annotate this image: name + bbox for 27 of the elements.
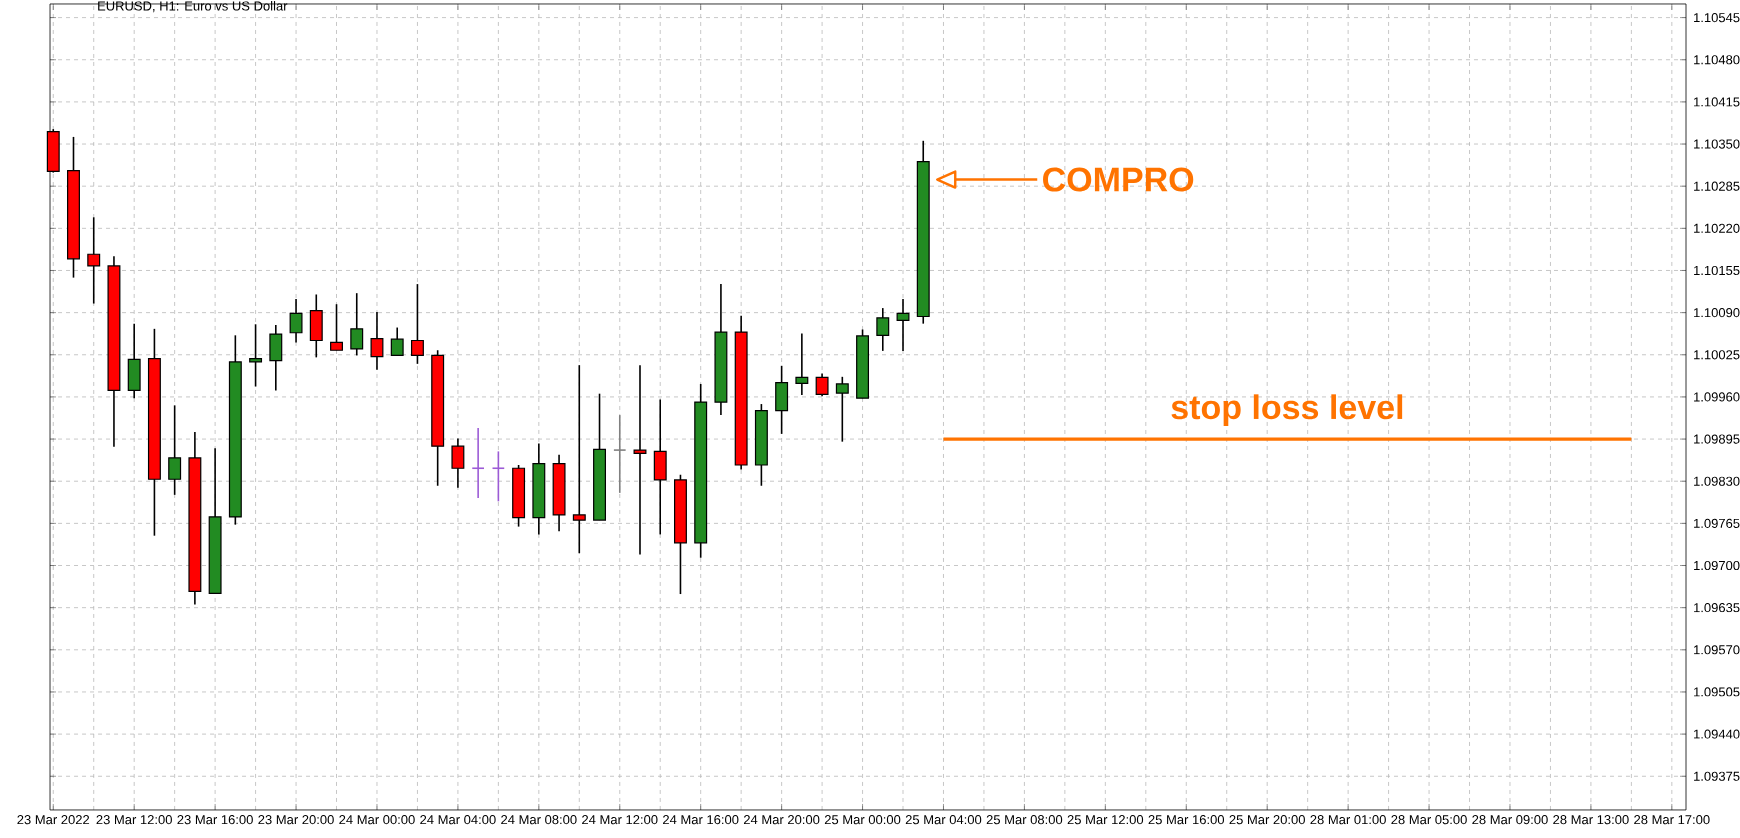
candlestick — [309, 293, 323, 359]
candlestick — [572, 364, 586, 554]
candlestick — [410, 283, 424, 365]
candlestick — [87, 216, 101, 305]
series-label: stop loss level — [1171, 394, 1403, 427]
candlestick — [390, 326, 404, 357]
candlestick — [633, 364, 647, 556]
candlestick — [269, 324, 283, 392]
candlestick — [795, 332, 809, 396]
candlestick — [491, 450, 506, 503]
candlestick — [249, 323, 263, 388]
candlestick — [127, 322, 141, 400]
candlestick — [653, 398, 667, 536]
candlestick — [289, 298, 303, 344]
candlestick — [451, 437, 465, 489]
candlestick — [168, 404, 182, 496]
candlestick — [815, 372, 829, 398]
candlestick — [896, 298, 910, 352]
candlestick — [350, 292, 364, 357]
candlestick — [835, 376, 849, 443]
candlestick — [613, 414, 627, 494]
candlestick — [471, 427, 485, 499]
annotation: COMPRO — [1043, 167, 1194, 192]
candlestick — [775, 365, 789, 435]
candlestick — [370, 311, 384, 371]
candlestick — [330, 303, 343, 352]
candlestick — [876, 307, 890, 352]
